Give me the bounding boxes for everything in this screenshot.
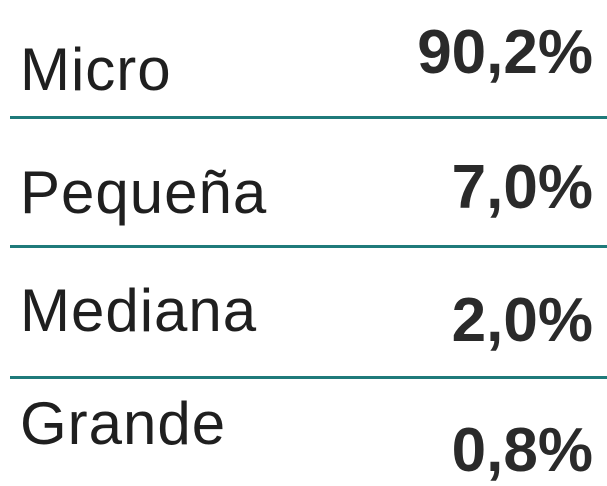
row-label: Pequeña [20,159,268,226]
divider [10,376,607,379]
row-value: 90,2% [417,18,593,87]
row-label: Mediana [20,277,258,344]
row-value: 2,0% [451,286,593,355]
divider [10,245,607,248]
row-value: 0,8% [451,416,593,485]
row-label: Micro [20,36,172,103]
row-label: Grande [20,390,227,457]
divider [10,116,607,119]
row-value: 7,0% [451,153,593,222]
